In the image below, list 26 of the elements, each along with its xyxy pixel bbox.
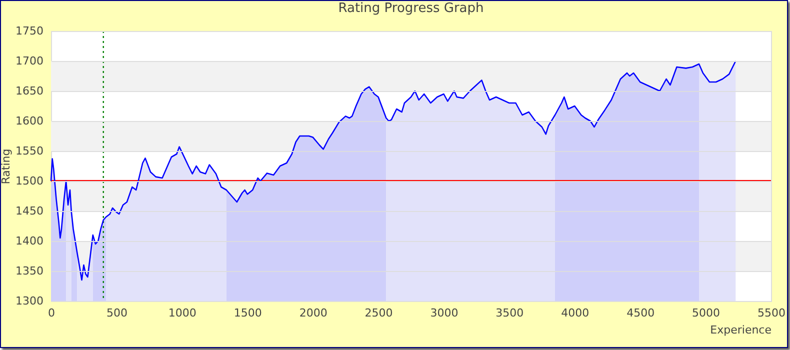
x-tick-label: 500 — [106, 306, 128, 320]
y-tick-label: 1350 — [16, 264, 44, 278]
x-tick-label: 0 — [48, 306, 55, 320]
x-tick-label: 5500 — [758, 306, 786, 320]
y-axis-title: Rating — [0, 148, 13, 184]
y-tick-label: 1700 — [16, 54, 44, 68]
x-tick-label: 2000 — [299, 306, 328, 320]
y-tick-label: 1550 — [16, 144, 44, 158]
y-tick-label: 1450 — [16, 204, 44, 218]
x-tick-label: 1000 — [168, 306, 196, 320]
x-tick-label: 2500 — [364, 306, 393, 320]
y-tick-label: 1600 — [16, 114, 44, 128]
y-tick-label: 1300 — [16, 294, 44, 308]
y-tick-label: 1500 — [16, 174, 44, 188]
x-tick-label: 4500 — [626, 306, 655, 320]
y-tick-label: 1400 — [16, 234, 44, 248]
x-tick-label: 3000 — [430, 306, 458, 320]
chart-title: Rating Progress Graph — [338, 1, 484, 16]
y-tick-label: 1750 — [16, 24, 44, 38]
x-tick-label: 1500 — [234, 306, 262, 320]
x-tick-label: 4000 — [561, 306, 590, 320]
x-tick-label: 5000 — [692, 306, 720, 320]
x-axis-title: Experience — [710, 324, 772, 336]
y-tick-label: 1650 — [16, 84, 44, 98]
line-series — [50, 60, 736, 281]
x-tick-label: 3500 — [496, 306, 524, 320]
